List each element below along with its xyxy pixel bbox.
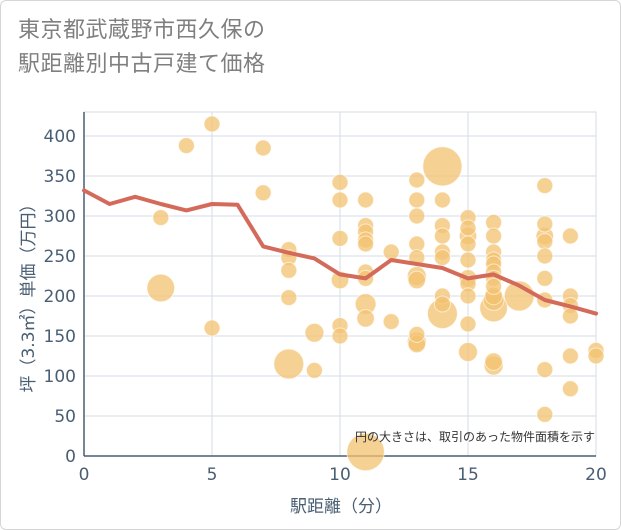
data-bubble	[407, 270, 427, 290]
data-bubble	[408, 191, 426, 209]
data-bubble	[382, 243, 400, 261]
y-tick-label: 250	[44, 247, 76, 267]
data-bubble	[203, 319, 221, 337]
data-bubble	[304, 322, 325, 343]
chart-title-line-1: 東京都武蔵野市西久保の	[18, 18, 266, 43]
x-axis-label: 駅距離（分）	[290, 497, 392, 517]
data-bubble	[561, 380, 579, 398]
y-tick-label: 150	[44, 327, 76, 347]
data-bubble	[346, 432, 385, 472]
data-bubble	[536, 405, 554, 423]
data-bubble	[203, 115, 221, 133]
data-bubble	[280, 289, 298, 307]
data-bubble	[485, 227, 503, 245]
data-bubble	[273, 348, 305, 380]
data-bubble	[536, 361, 554, 379]
data-bubble	[152, 209, 170, 227]
data-bubble	[484, 352, 503, 371]
data-bubble	[280, 261, 298, 279]
data-bubble	[382, 313, 400, 331]
chart-title-line-2: 駅距離別中古戸建て価格	[18, 52, 266, 77]
data-bubble	[254, 184, 272, 202]
y-axis-ticks: 0 50 100 150 200 250 300 350 400	[44, 127, 76, 467]
data-bubble	[587, 347, 605, 365]
x-tick-label: 20	[585, 465, 607, 485]
y-tick-label: 400	[44, 127, 76, 147]
average-line-series	[82, 188, 598, 316]
data-bubble	[331, 191, 349, 209]
data-bubble	[408, 207, 426, 225]
bubble-size-note: 円の大きさは、取引のあった物件面積を示す	[355, 429, 595, 444]
average-price-line	[82, 188, 598, 316]
data-bubble	[433, 249, 451, 267]
y-tick-label: 300	[44, 207, 76, 227]
bubble-series	[146, 115, 605, 472]
x-tick-label: 0	[79, 465, 90, 485]
data-bubble	[536, 233, 554, 251]
data-bubble	[408, 325, 426, 343]
data-bubble	[485, 277, 503, 295]
data-bubble	[433, 295, 451, 313]
y-tick-label: 350	[44, 167, 76, 187]
x-axis-ticks: 0 5 10 15 20	[79, 465, 607, 485]
y-tick-label: 50	[54, 407, 76, 427]
data-bubble	[408, 171, 426, 189]
data-bubble	[331, 327, 349, 345]
data-bubble	[459, 219, 477, 237]
x-tick-label: 5	[207, 465, 218, 485]
data-bubble	[433, 227, 451, 245]
y-tick-label: 200	[44, 287, 76, 307]
data-bubble	[459, 235, 477, 253]
data-bubble	[357, 191, 375, 209]
y-tick-label: 100	[44, 367, 76, 387]
data-bubble	[422, 146, 463, 187]
data-bubble	[459, 251, 477, 269]
data-bubble	[433, 191, 451, 209]
data-bubble	[254, 139, 272, 157]
y-axis-label: 坪（3.3㎡）単価（万円）	[19, 195, 39, 392]
data-bubble	[561, 307, 579, 325]
data-bubble	[177, 137, 195, 155]
grid-lines	[83, 111, 597, 457]
data-bubble	[356, 309, 375, 328]
data-bubble	[561, 347, 579, 365]
data-bubble	[536, 269, 554, 287]
data-bubble	[536, 247, 554, 265]
data-bubble	[305, 361, 323, 379]
data-bubble	[459, 315, 477, 333]
x-tick-label: 15	[457, 465, 479, 485]
data-bubble	[357, 235, 375, 253]
data-bubble	[146, 273, 176, 303]
data-bubble	[536, 215, 554, 233]
data-bubble	[331, 229, 349, 247]
data-bubble	[459, 287, 477, 305]
data-bubble	[536, 177, 554, 195]
data-bubble	[458, 342, 478, 362]
data-bubble	[561, 227, 579, 245]
x-tick-label: 10	[329, 465, 351, 485]
y-tick-label: 0	[65, 447, 76, 467]
data-bubble	[331, 173, 349, 191]
